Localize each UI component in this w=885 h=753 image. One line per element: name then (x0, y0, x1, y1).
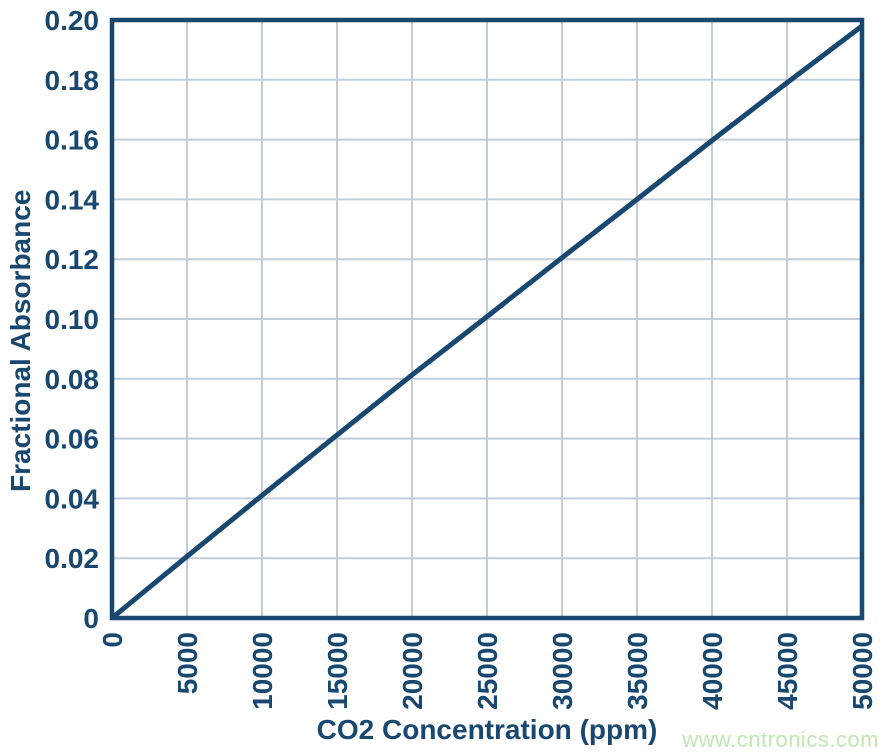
x-tick-label: 15000 (322, 632, 353, 710)
x-tick-label: 25000 (472, 632, 503, 710)
y-axis-title: Fractional Absorbance (5, 189, 36, 492)
x-tick-label: 35000 (622, 632, 653, 710)
y-tick-label: 0.02 (45, 543, 100, 574)
x-tick-label: 20000 (397, 632, 428, 710)
x-tick-label: 5000 (172, 632, 203, 694)
x-tick-label: 40000 (697, 632, 728, 710)
watermark-text: www.cntronics.com (682, 727, 879, 752)
y-tick-label: 0.20 (45, 5, 100, 36)
y-tick-label: 0.08 (45, 364, 100, 395)
x-tick-label: 45000 (772, 632, 803, 710)
y-tick-label: 0.10 (45, 304, 100, 335)
x-tick-label: 10000 (247, 632, 278, 710)
y-tick-label: 0.16 (45, 125, 100, 156)
plot-border (109, 17, 865, 621)
x-tick-label: 50000 (847, 632, 878, 710)
x-tick-label: 30000 (547, 632, 578, 710)
y-tick-label: 0.04 (45, 483, 100, 514)
x-axis-title: CO2 Concentration (ppm) (316, 714, 658, 745)
y-tick-label: 0.06 (45, 424, 100, 455)
x-tick-label: 0 (97, 632, 128, 648)
y-tick-label: 0.18 (45, 65, 100, 96)
absorbance-line (110, 23, 864, 620)
y-tick-label: 0.14 (45, 184, 100, 215)
y-tick-label: 0.12 (45, 244, 100, 275)
y-tick-label: 0 (83, 603, 99, 634)
